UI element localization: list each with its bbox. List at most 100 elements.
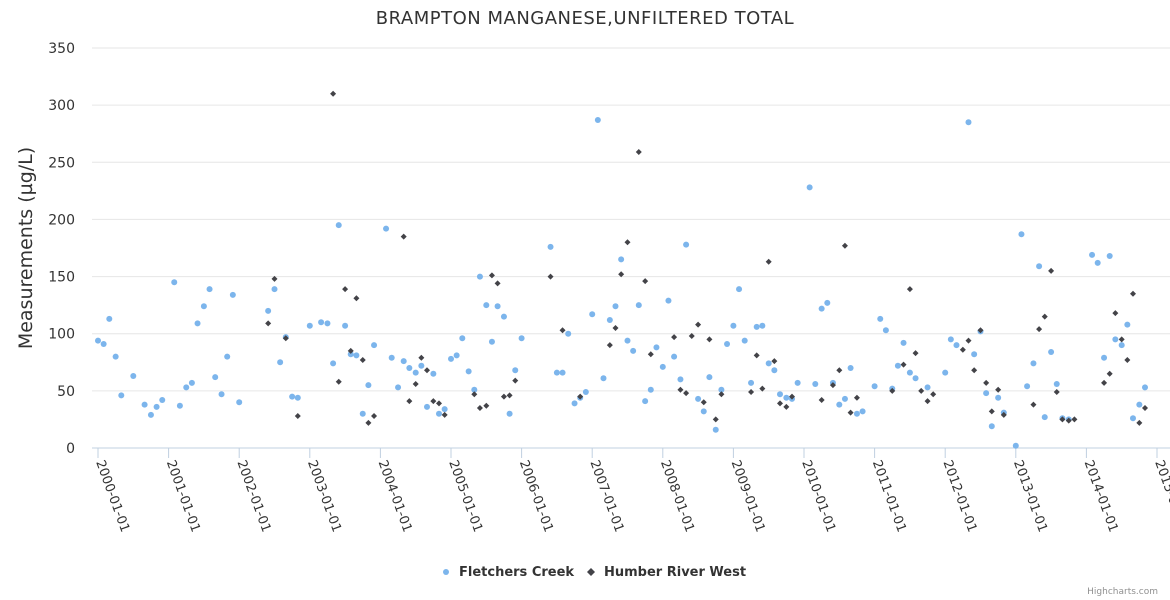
data-point[interactable] (642, 398, 649, 405)
data-point[interactable] (688, 333, 695, 339)
data-point[interactable] (695, 395, 702, 402)
data-point[interactable] (1101, 354, 1108, 361)
data-point[interactable] (659, 363, 666, 370)
data-point[interactable] (494, 303, 501, 310)
data-point[interactable] (265, 320, 272, 327)
data-point[interactable] (671, 353, 678, 360)
data-point[interactable] (306, 322, 313, 329)
data-point[interactable] (847, 365, 854, 371)
data-point[interactable] (906, 369, 913, 376)
data-point[interactable] (859, 408, 866, 415)
data-point[interactable] (430, 370, 437, 377)
data-point[interactable] (1048, 267, 1055, 274)
data-point[interactable] (1030, 401, 1037, 408)
data-point[interactable] (353, 295, 360, 302)
data-point[interactable] (342, 322, 349, 329)
data-point[interactable] (118, 392, 125, 399)
data-point[interactable] (965, 337, 972, 344)
data-point[interactable] (547, 243, 554, 250)
data-point[interactable] (488, 338, 495, 345)
data-point[interactable] (577, 393, 584, 400)
data-point[interactable] (624, 337, 631, 344)
data-point[interactable] (765, 360, 772, 367)
data-point[interactable] (412, 381, 419, 387)
data-point[interactable] (930, 391, 937, 398)
data-point[interactable] (365, 382, 372, 389)
data-point[interactable] (459, 335, 466, 342)
data-point[interactable] (612, 325, 619, 331)
data-point[interactable] (736, 286, 743, 293)
data-point[interactable] (176, 402, 183, 409)
data-point[interactable] (1106, 253, 1113, 259)
data-point[interactable] (683, 390, 690, 397)
data-point[interactable] (700, 408, 707, 415)
data-point[interactable] (1065, 417, 1072, 424)
data-point[interactable] (282, 335, 289, 342)
data-point[interactable] (630, 347, 637, 354)
data-point[interactable] (1012, 442, 1019, 449)
data-point[interactable] (488, 272, 495, 279)
data-point[interactable] (430, 398, 437, 405)
data-point[interactable] (988, 408, 995, 415)
data-point[interactable] (700, 399, 707, 406)
data-point[interactable] (635, 302, 642, 309)
data-point[interactable] (788, 393, 795, 400)
data-point[interactable] (1124, 321, 1131, 328)
data-point[interactable] (1094, 259, 1101, 266)
data-point[interactable] (818, 305, 825, 312)
data-point[interactable] (353, 352, 360, 359)
data-point[interactable] (435, 400, 442, 407)
data-point[interactable] (1089, 251, 1096, 258)
data-point[interactable] (1024, 383, 1031, 390)
data-point[interactable] (347, 351, 354, 358)
data-point[interactable] (776, 391, 783, 398)
data-point[interactable] (853, 410, 860, 417)
data-point[interactable] (683, 241, 690, 248)
data-point[interactable] (647, 386, 654, 393)
data-point[interactable] (330, 360, 337, 367)
data-point[interactable] (1071, 416, 1078, 423)
data-point[interactable] (606, 342, 613, 349)
data-point[interactable] (677, 386, 684, 393)
data-point[interactable] (600, 375, 607, 382)
data-point[interactable] (718, 391, 725, 398)
data-point[interactable] (771, 367, 778, 374)
data-point[interactable] (359, 410, 366, 417)
data-point[interactable] (100, 341, 107, 347)
data-point[interactable] (753, 352, 760, 359)
data-point[interactable] (294, 413, 301, 419)
data-point[interactable] (218, 391, 225, 398)
data-point[interactable] (894, 362, 901, 369)
data-point[interactable] (400, 358, 407, 365)
data-point[interactable] (759, 322, 766, 329)
data-point[interactable] (612, 303, 619, 310)
data-point[interactable] (395, 384, 402, 391)
data-point[interactable] (483, 402, 490, 409)
data-point[interactable] (553, 369, 560, 376)
data-point[interactable] (730, 322, 737, 329)
data-point[interactable] (906, 286, 913, 293)
data-point[interactable] (1036, 326, 1043, 333)
data-point[interactable] (695, 321, 702, 328)
data-point[interactable] (983, 379, 990, 386)
data-point[interactable] (1059, 416, 1066, 423)
data-point[interactable] (706, 336, 713, 343)
data-point[interactable] (806, 184, 813, 191)
data-point[interactable] (1048, 349, 1055, 355)
data-point[interactable] (824, 299, 831, 306)
data-point[interactable] (324, 320, 331, 327)
data-point[interactable] (506, 392, 513, 399)
data-point[interactable] (141, 401, 148, 408)
data-point[interactable] (347, 347, 354, 354)
data-point[interactable] (1106, 370, 1113, 377)
data-point[interactable] (665, 297, 672, 304)
data-point[interactable] (559, 369, 566, 376)
data-point[interactable] (1030, 360, 1037, 367)
data-point[interactable] (406, 398, 413, 405)
data-point[interactable] (476, 405, 483, 411)
data-point[interactable] (318, 319, 325, 326)
data-point[interactable] (1118, 336, 1125, 343)
data-point[interactable] (724, 341, 731, 347)
data-point[interactable] (112, 353, 119, 360)
data-point[interactable] (212, 374, 219, 381)
